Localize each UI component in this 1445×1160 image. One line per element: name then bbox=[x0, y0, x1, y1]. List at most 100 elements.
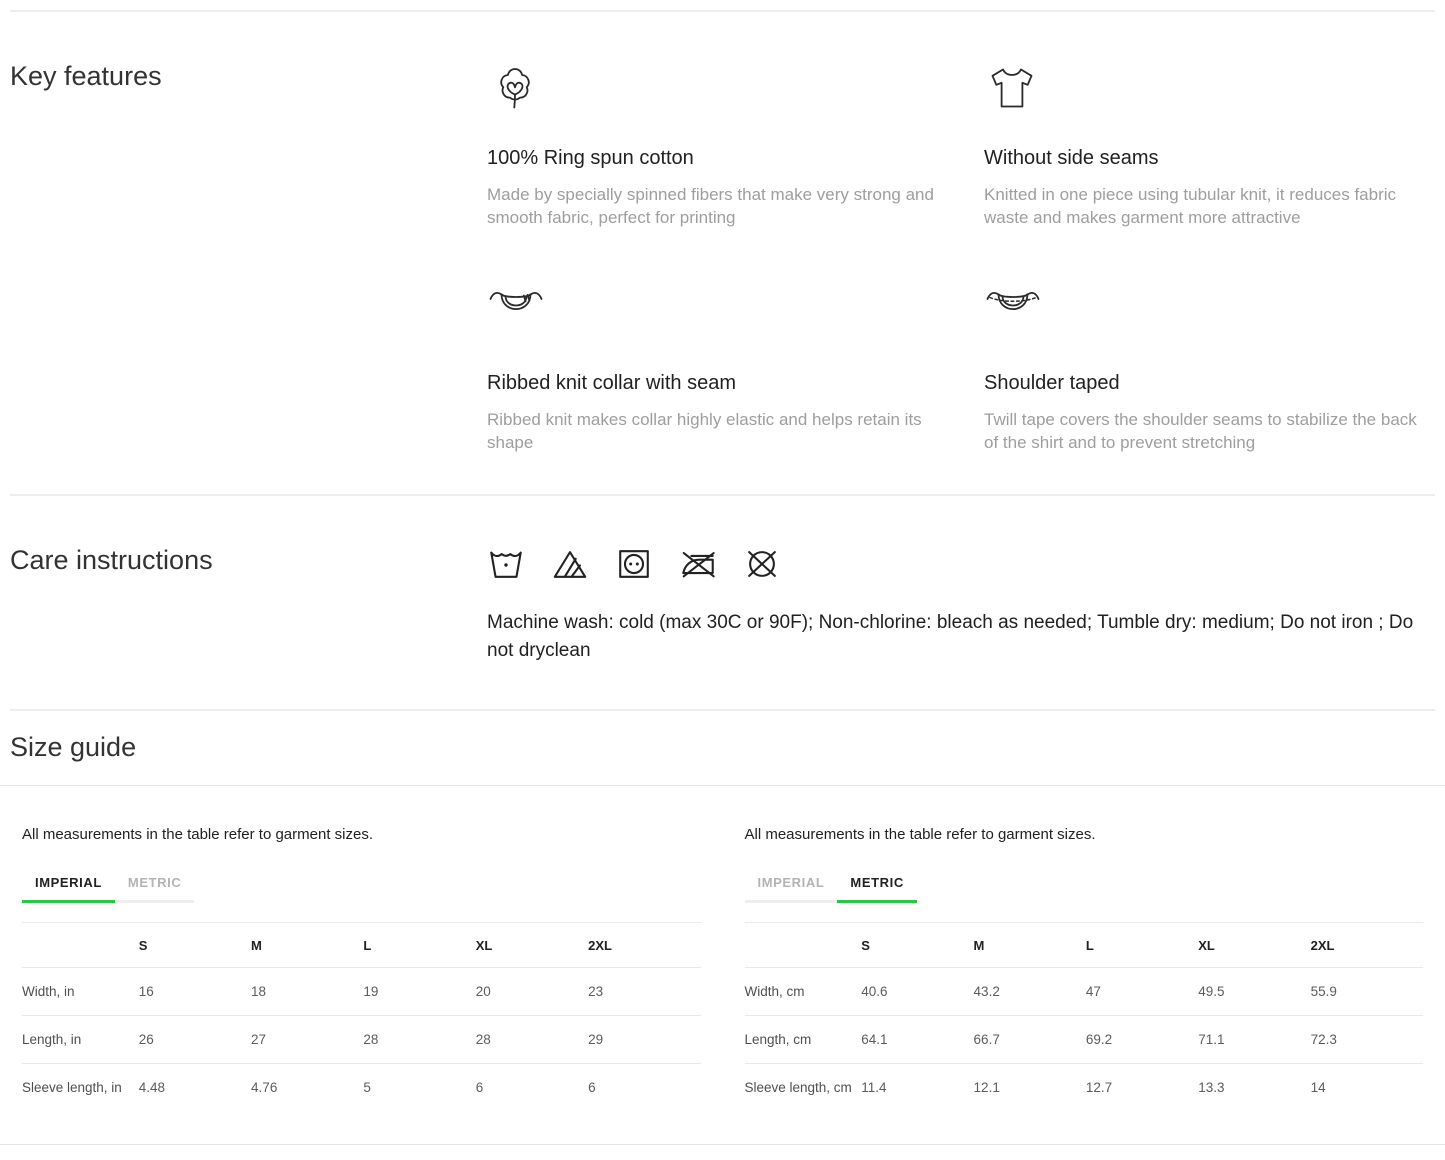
tab-metric[interactable]: METRIC bbox=[837, 875, 917, 903]
cell: 29 bbox=[588, 1015, 701, 1064]
cell: 19 bbox=[363, 967, 476, 1016]
shoulder-tape-icon bbox=[986, 291, 1040, 310]
divider bbox=[10, 494, 1435, 496]
cell: 43.2 bbox=[973, 967, 1086, 1016]
row-label: Width, in bbox=[22, 967, 139, 1016]
divider bbox=[10, 10, 1435, 12]
feature-title: Without side seams bbox=[984, 147, 1159, 169]
feature-shoulder-taped: Shoulder taped Twill tape covers the sho… bbox=[984, 285, 1435, 454]
size-column-header: M bbox=[973, 922, 1086, 968]
row-label: Sleeve length, in bbox=[22, 1080, 122, 1095]
size-column-header: L bbox=[1085, 922, 1199, 968]
cotton-icon bbox=[500, 68, 530, 109]
row-label: Sleeve length, cm bbox=[744, 1080, 852, 1095]
size-column-header: 2XL bbox=[588, 922, 701, 968]
size-column-header: M bbox=[251, 922, 364, 968]
care-instructions-title: Care instructions bbox=[10, 545, 213, 575]
tab-imperial[interactable]: IMPERIAL bbox=[744, 875, 838, 903]
size-column-header: 2XL bbox=[1310, 922, 1423, 968]
cell: 28 bbox=[363, 1015, 476, 1064]
size-guide-title: Size guide bbox=[10, 732, 137, 762]
size-column-header: XL bbox=[1198, 922, 1311, 968]
unit-tabs: IMPERIAL METRIC bbox=[22, 875, 701, 903]
feature-without-side-seams: Without side seams Knitted in one piece … bbox=[984, 60, 1435, 229]
cell: 28 bbox=[475, 1015, 589, 1064]
metric-size-table: S M L XL 2XL Width, cm 40.6 43.2 47 49.5 bbox=[744, 922, 1424, 1112]
cell: 47 bbox=[1085, 967, 1199, 1016]
size-column-header: S bbox=[861, 922, 974, 968]
tshirt-icon bbox=[991, 68, 1033, 108]
cell: 4.76 bbox=[251, 1080, 278, 1095]
care-instructions-text: Machine wash: cold (max 30C or 90F); Non… bbox=[487, 612, 1414, 661]
feature-title: 100% Ring spun cotton bbox=[487, 147, 694, 169]
feature-description: Knitted in one piece using tubular knit,… bbox=[984, 185, 1397, 227]
machine-wash-cold-icon bbox=[490, 551, 522, 578]
cell: 4.48 bbox=[138, 1080, 165, 1095]
feature-ribbed-knit-collar: Ribbed knit collar with seam Ribbed knit… bbox=[487, 285, 938, 454]
table-row: Sleeve length, cm 11.4 12.1 12.7 13.3 14 bbox=[745, 1064, 1424, 1112]
cell: 12.7 bbox=[1085, 1080, 1113, 1095]
cell: 49.5 bbox=[1198, 967, 1311, 1016]
size-tables: All measurements in the table refer to g… bbox=[0, 786, 1445, 1145]
key-features-section: Key features 100% Ring spun cotton Made … bbox=[0, 12, 1445, 494]
cell: 26 bbox=[138, 1015, 252, 1064]
cell: 20 bbox=[475, 967, 589, 1016]
collar-seam-icon bbox=[489, 291, 543, 310]
cell: 11.4 bbox=[861, 1080, 887, 1095]
feature-title: Ribbed knit collar with seam bbox=[487, 372, 736, 394]
cell: 40.6 bbox=[861, 967, 974, 1016]
table-header-row: S M L XL 2XL bbox=[22, 922, 701, 968]
features-grid: 100% Ring spun cotton Made by specially … bbox=[487, 60, 1435, 454]
feature-description: Made by specially spinned fibers that ma… bbox=[487, 185, 934, 227]
size-column-header: S bbox=[138, 922, 252, 968]
cell: 23 bbox=[588, 967, 701, 1016]
cell: 14 bbox=[1310, 1080, 1326, 1095]
table-row: Width, in 16 18 19 20 23 bbox=[22, 967, 701, 1016]
feature-ring-spun-cotton: 100% Ring spun cotton Made by specially … bbox=[487, 60, 938, 229]
cell: 64.1 bbox=[861, 1015, 974, 1064]
measurements-note: All measurements in the table refer to g… bbox=[744, 826, 1096, 843]
size-column-header: L bbox=[363, 922, 476, 968]
size-column-header: XL bbox=[475, 922, 589, 968]
row-label: Width, cm bbox=[744, 967, 862, 1016]
table-row: Width, cm 40.6 43.2 47 49.5 55.9 bbox=[744, 967, 1423, 1016]
product-details-page: Key features 100% Ring spun cotton Made … bbox=[0, 10, 1445, 1157]
do-not-iron-icon bbox=[682, 552, 715, 578]
row-label: Length, in bbox=[22, 1015, 139, 1064]
cell: 18 bbox=[251, 967, 364, 1016]
size-column-header bbox=[22, 922, 139, 968]
divider bbox=[0, 785, 1445, 786]
tab-metric[interactable]: METRIC bbox=[114, 875, 195, 903]
cell: 72.3 bbox=[1310, 1015, 1423, 1064]
tumble-dry-medium-icon bbox=[619, 550, 649, 578]
cell: 5 bbox=[363, 1080, 371, 1095]
cell: 55.9 bbox=[1310, 967, 1423, 1016]
table-row: Length, in 26 27 28 28 29 bbox=[22, 1015, 701, 1064]
cell: 13.3 bbox=[1198, 1080, 1225, 1095]
cell: 6 bbox=[475, 1080, 484, 1095]
feature-description: Twill tape covers the shoulder seams to … bbox=[984, 410, 1417, 452]
table-header-row: S M L XL 2XL bbox=[744, 922, 1423, 968]
divider bbox=[10, 709, 1435, 711]
imperial-panel: All measurements in the table refer to g… bbox=[10, 786, 713, 1144]
cell: 12.1 bbox=[973, 1080, 1000, 1095]
size-guide-section: Size guide bbox=[0, 711, 1445, 785]
unit-tabs: IMPERIAL METRIC bbox=[744, 875, 1424, 903]
tab-imperial[interactable]: IMPERIAL bbox=[22, 875, 115, 903]
feature-description: Ribbed knit makes collar highly elastic … bbox=[487, 410, 922, 452]
care-content: Machine wash: cold (max 30C or 90F); Non… bbox=[487, 544, 1435, 665]
page-end-spacer bbox=[0, 1145, 1445, 1157]
cell: 6 bbox=[588, 1080, 596, 1095]
row-label: Length, cm bbox=[744, 1015, 862, 1064]
cell: 66.7 bbox=[973, 1015, 1086, 1064]
measurements-note: All measurements in the table refer to g… bbox=[22, 826, 373, 843]
cell: 69.2 bbox=[1085, 1015, 1199, 1064]
cell: 71.1 bbox=[1198, 1015, 1311, 1064]
table-row: Sleeve length, in 4.48 4.76 5 6 6 bbox=[22, 1064, 701, 1112]
imperial-size-table: S M L XL 2XL Width, in 16 18 19 20 23 bbox=[22, 922, 701, 1111]
non-chlorine-bleach-icon bbox=[553, 551, 587, 578]
cell: 16 bbox=[138, 967, 252, 1016]
feature-title: Shoulder taped bbox=[984, 372, 1120, 394]
care-instructions-section: Care instructions bbox=[0, 496, 1445, 709]
do-not-dryclean-icon bbox=[748, 551, 776, 577]
